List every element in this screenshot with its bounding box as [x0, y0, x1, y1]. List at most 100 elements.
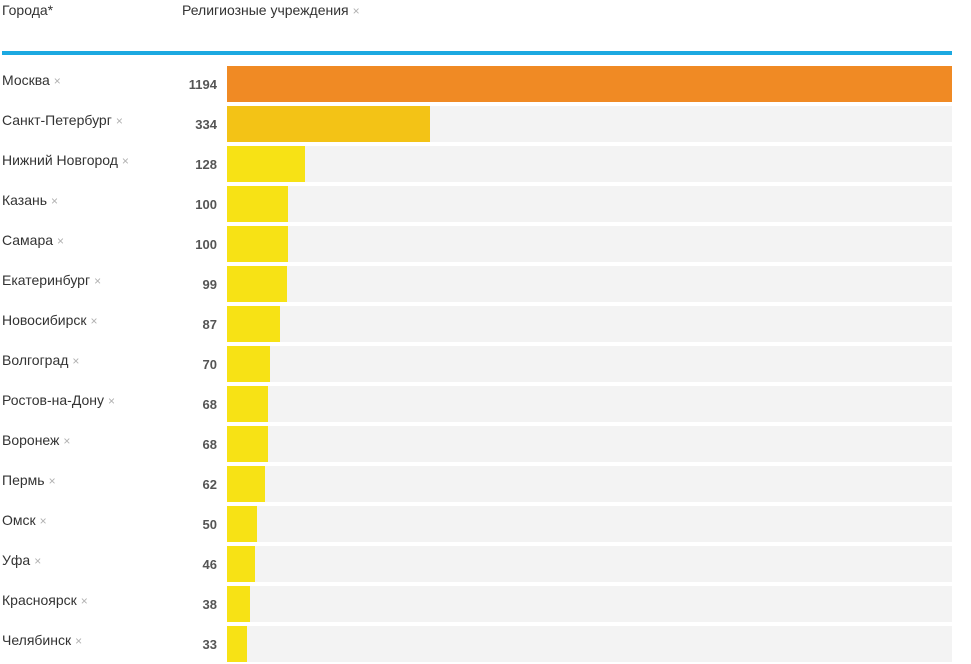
data-label: 334	[195, 117, 217, 132]
bar-track	[227, 66, 952, 102]
bar[interactable]	[227, 306, 280, 342]
category-label: Челябинск ×	[2, 632, 82, 648]
chart-row: Екатеринбург × 99	[0, 264, 971, 304]
chart-row: Нижний Новгород × 128	[0, 144, 971, 184]
category-label: Нижний Новгород ×	[2, 152, 129, 168]
remove-city-icon[interactable]: ×	[108, 394, 116, 408]
chart-row: Пермь × 62	[0, 464, 971, 504]
category-label: Москва ×	[2, 72, 61, 88]
category-label: Самара ×	[2, 232, 64, 248]
chart-row: Москва × 1194	[0, 64, 971, 104]
data-label: 62	[202, 477, 217, 492]
remove-city-icon[interactable]: ×	[39, 514, 47, 528]
data-label: 1194	[188, 77, 217, 92]
bar-track	[227, 546, 952, 582]
city-name: Воронеж	[2, 432, 60, 448]
bar-track	[227, 586, 952, 622]
remove-metric-icon[interactable]: ×	[352, 4, 360, 18]
remove-city-icon[interactable]: ×	[115, 114, 123, 128]
bar[interactable]	[227, 226, 288, 262]
data-label: 100	[195, 197, 217, 212]
category-label: Воронеж ×	[2, 432, 70, 448]
city-name: Омск	[2, 512, 36, 528]
header-accent-divider	[2, 51, 952, 55]
bar[interactable]	[227, 586, 250, 622]
city-name: Новосибирск	[2, 312, 87, 328]
bar-track	[227, 466, 952, 502]
bar-track	[227, 626, 952, 662]
chart-row: Волгоград × 70	[0, 344, 971, 384]
category-label: Красноярск ×	[2, 592, 88, 608]
chart-row: Воронеж × 68	[0, 424, 971, 464]
city-name: Самара	[2, 232, 54, 248]
bar[interactable]	[227, 466, 265, 502]
category-label: Екатеринбург ×	[2, 272, 101, 288]
remove-city-icon[interactable]: ×	[48, 474, 56, 488]
remove-city-icon[interactable]: ×	[75, 634, 83, 648]
bar[interactable]	[227, 106, 430, 142]
data-label: 100	[195, 237, 217, 252]
city-name: Волгоград	[2, 352, 69, 368]
bar[interactable]	[227, 386, 268, 422]
data-label: 68	[202, 397, 217, 412]
bar-track	[227, 426, 952, 462]
data-label: 38	[202, 597, 217, 612]
category-label: Казань ×	[2, 192, 58, 208]
chart-row: Санкт-Петербург × 334	[0, 104, 971, 144]
city-name: Пермь	[2, 472, 45, 488]
bar-track	[227, 226, 952, 262]
bar-track	[227, 506, 952, 542]
remove-city-icon[interactable]: ×	[94, 274, 102, 288]
data-label: 128	[195, 157, 217, 172]
city-name: Челябинск	[2, 632, 72, 648]
city-name: Ростов-на-Дону	[2, 392, 104, 408]
chart-row: Уфа × 46	[0, 544, 971, 584]
data-label: 68	[202, 437, 217, 452]
bar-track	[227, 306, 952, 342]
data-label: 87	[202, 317, 217, 332]
remove-city-icon[interactable]: ×	[51, 194, 59, 208]
metric-column-header: Религиозные учреждения ×	[182, 2, 360, 18]
remove-city-icon[interactable]: ×	[121, 154, 129, 168]
remove-city-icon[interactable]: ×	[53, 74, 61, 88]
bar[interactable]	[227, 266, 287, 302]
category-label: Ростов-на-Дону ×	[2, 392, 115, 408]
bar[interactable]	[227, 146, 305, 182]
chart-row: Челябинск × 33	[0, 624, 971, 664]
bar[interactable]	[227, 426, 268, 462]
data-label: 50	[202, 517, 217, 532]
bar[interactable]	[227, 546, 255, 582]
data-label: 33	[202, 637, 217, 652]
city-column-label: Города*	[2, 2, 54, 18]
city-column-header: Города*	[2, 2, 53, 18]
bar[interactable]	[227, 626, 247, 662]
chart-row: Самара × 100	[0, 224, 971, 264]
city-name: Санкт-Петербург	[2, 112, 112, 128]
bar[interactable]	[227, 506, 257, 542]
bar-track	[227, 266, 952, 302]
remove-city-icon[interactable]: ×	[57, 234, 65, 248]
city-name: Москва	[2, 72, 50, 88]
category-label: Санкт-Петербург ×	[2, 112, 123, 128]
city-name: Казань	[2, 192, 48, 208]
remove-city-icon[interactable]: ×	[90, 314, 98, 328]
bar-track	[227, 346, 952, 382]
bar-track	[227, 106, 952, 142]
category-label: Уфа ×	[2, 552, 41, 568]
bar[interactable]	[227, 66, 952, 102]
chart-row: Ростов-на-Дону × 68	[0, 384, 971, 424]
remove-city-icon[interactable]: ×	[80, 594, 88, 608]
category-label: Новосибирск ×	[2, 312, 98, 328]
chart-row: Красноярск × 38	[0, 584, 971, 624]
category-label: Пермь ×	[2, 472, 56, 488]
data-label: 46	[202, 557, 217, 572]
category-label: Омск ×	[2, 512, 47, 528]
bar[interactable]	[227, 346, 270, 382]
city-name: Уфа	[2, 552, 31, 568]
city-name: Красноярск	[2, 592, 77, 608]
remove-city-icon[interactable]: ×	[34, 554, 42, 568]
city-name: Нижний Новгород	[2, 152, 118, 168]
remove-city-icon[interactable]: ×	[72, 354, 80, 368]
remove-city-icon[interactable]: ×	[63, 434, 71, 448]
bar[interactable]	[227, 186, 288, 222]
